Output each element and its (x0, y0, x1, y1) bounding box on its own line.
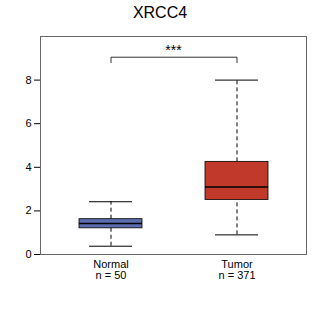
svg-text:***: *** (165, 42, 182, 58)
svg-text:0: 0 (25, 248, 31, 260)
svg-text:4: 4 (25, 161, 31, 173)
svg-text:Tumorn = 371: Tumorn = 371 (218, 258, 255, 281)
svg-text:Normaln = 50: Normaln = 50 (93, 258, 128, 281)
html-text:XRCC4: XRCC4 (132, 4, 188, 21)
svg-text:2: 2 (25, 204, 31, 216)
svg-text:6: 6 (25, 117, 31, 129)
svg-text:8: 8 (25, 74, 31, 86)
